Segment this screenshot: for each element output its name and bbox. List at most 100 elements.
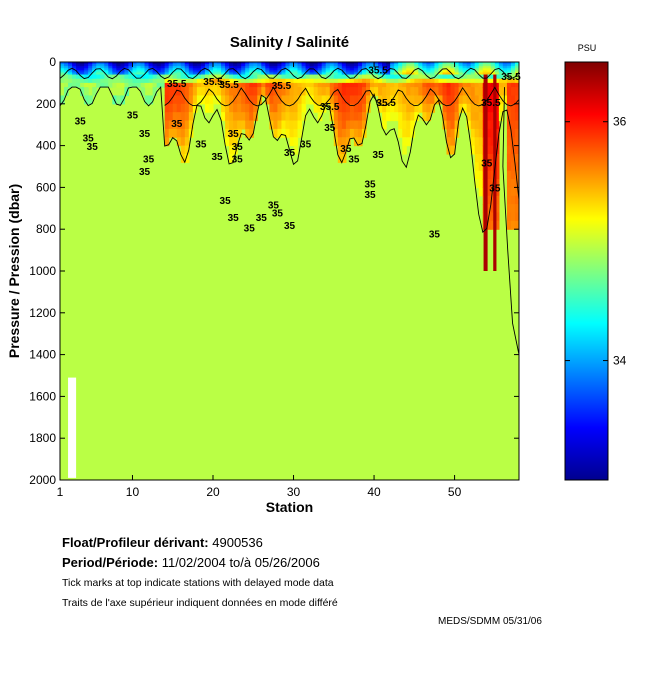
salinity-cell xyxy=(60,78,65,84)
salinity-cell xyxy=(374,66,379,69)
salinity-cell xyxy=(305,74,311,80)
salinity-cell xyxy=(96,66,101,69)
salinity-cell xyxy=(514,72,519,76)
salinity-cell xyxy=(301,72,307,76)
salinity-cell xyxy=(281,87,287,97)
salinity-cell xyxy=(462,82,468,88)
salinity-cell xyxy=(148,82,154,88)
salinity-cell xyxy=(498,62,504,65)
salinity-cell xyxy=(160,62,166,65)
salinity-cell xyxy=(140,87,146,97)
salinity-cell xyxy=(498,87,504,97)
salinity-cell xyxy=(168,74,174,80)
salinity-cell xyxy=(128,72,134,76)
salinity-cell xyxy=(233,128,238,138)
salinity-cell xyxy=(281,68,287,71)
salinity-cell xyxy=(510,62,516,65)
salinity-cell xyxy=(136,74,142,80)
salinity-cell xyxy=(402,66,407,69)
salinity-cell xyxy=(478,187,484,197)
salinity-cell xyxy=(442,74,448,80)
salinity-cell xyxy=(486,72,492,76)
salinity-cell xyxy=(237,103,242,113)
contour-label: 35 xyxy=(481,159,493,170)
salinity-cell xyxy=(498,112,504,122)
salinity-cell xyxy=(297,74,303,80)
salinity-cell xyxy=(366,70,371,74)
salinity-cell xyxy=(325,68,331,71)
salinity-cell xyxy=(265,66,270,69)
salinity-cell xyxy=(418,82,423,88)
salinity-cell xyxy=(398,87,403,97)
salinity-cell xyxy=(245,66,250,69)
salinity-cell xyxy=(233,95,238,105)
salinity-cell xyxy=(273,112,279,122)
salinity-cell xyxy=(406,112,411,122)
salinity-cell xyxy=(72,72,77,76)
salinity-cell xyxy=(361,78,367,84)
salinity-cell xyxy=(321,68,327,71)
salinity-cell xyxy=(382,70,387,74)
salinity-cell xyxy=(281,78,287,84)
salinity-cell xyxy=(426,103,432,113)
salinity-cell xyxy=(92,74,97,80)
salinity-cell xyxy=(208,95,214,105)
salinity-cell xyxy=(120,62,126,65)
salinity-cell xyxy=(317,82,323,88)
salinity-cell xyxy=(160,74,166,80)
salinity-cell xyxy=(378,68,383,71)
salinity-cell xyxy=(486,68,492,71)
salinity-cell xyxy=(241,82,246,88)
salinity-cell xyxy=(349,68,355,71)
salinity-cell xyxy=(398,82,403,88)
salinity-cell xyxy=(450,87,456,97)
salinity-cell xyxy=(438,68,444,71)
salinity-cell xyxy=(357,62,363,65)
salinity-cell xyxy=(261,68,266,71)
salinity-cell xyxy=(474,170,480,180)
salinity-cell xyxy=(88,66,93,69)
salinity-cell xyxy=(478,120,484,130)
salinity-cell xyxy=(265,82,270,88)
salinity-cell xyxy=(474,120,480,130)
salinity-cell xyxy=(374,70,379,74)
salinity-cell xyxy=(519,137,524,146)
salinity-cell xyxy=(514,112,519,122)
salinity-cell xyxy=(192,70,198,74)
salinity-cell xyxy=(297,68,303,71)
salinity-cell xyxy=(370,62,375,65)
salinity-cell xyxy=(438,72,444,76)
salinity-cell xyxy=(168,62,174,65)
y-tick-label: 0 xyxy=(49,55,56,69)
salinity-cell xyxy=(519,212,524,221)
salinity-cell xyxy=(176,137,182,147)
salinity-cell xyxy=(406,68,411,71)
salinity-cell xyxy=(116,78,121,84)
salinity-cell xyxy=(120,74,126,80)
salinity-cell xyxy=(136,70,142,74)
salinity-cell xyxy=(273,95,279,105)
salinity-cell xyxy=(406,72,411,76)
contour-label: 35 xyxy=(171,119,183,130)
salinity-cell xyxy=(253,64,258,67)
salinity-cell xyxy=(442,72,448,76)
salinity-cell xyxy=(442,66,448,69)
salinity-cell xyxy=(514,145,519,155)
salinity-cell xyxy=(474,66,480,69)
salinity-cell xyxy=(374,64,379,67)
salinity-cell xyxy=(269,68,274,71)
salinity-cell xyxy=(337,95,343,105)
salinity-cell xyxy=(184,87,190,97)
salinity-cell xyxy=(349,78,355,84)
salinity-cell xyxy=(192,95,198,105)
salinity-cell xyxy=(402,112,407,122)
salinity-cell xyxy=(213,82,218,88)
salinity-cell xyxy=(438,62,444,65)
salinity-cell xyxy=(200,87,206,97)
salinity-cell xyxy=(486,120,492,130)
salinity-cell xyxy=(261,66,266,69)
salinity-cell xyxy=(494,64,500,67)
salinity-cell xyxy=(188,82,194,88)
salinity-cell xyxy=(92,64,97,67)
